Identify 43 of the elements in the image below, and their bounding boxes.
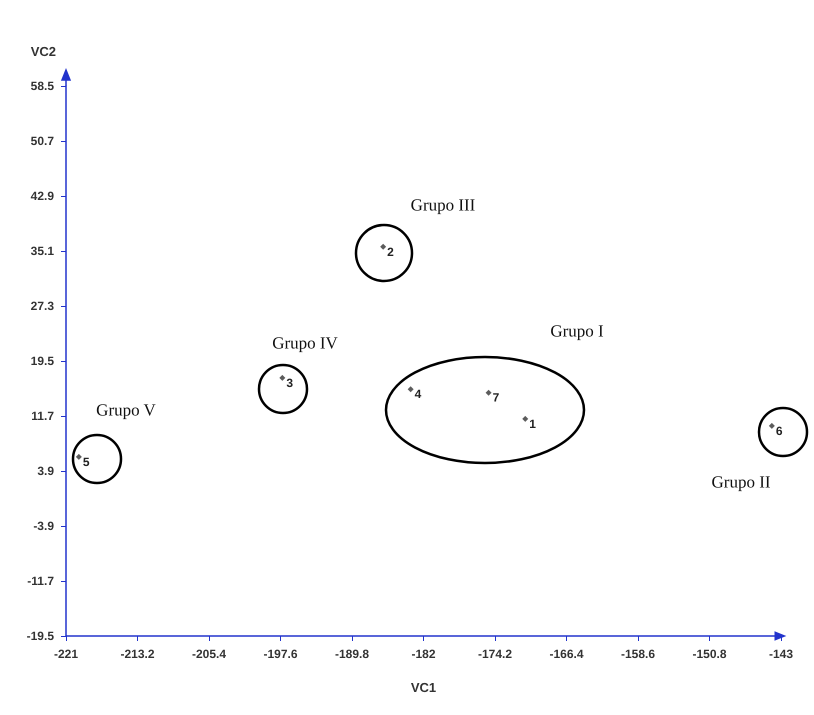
annotation: 7 — [492, 390, 500, 405]
y-tick-label: 42.9 — [30, 189, 54, 203]
y-tick-label: 27.3 — [30, 299, 54, 313]
y-tick-label: 11.7 — [31, 409, 54, 423]
y-tick-label: -11.7 — [27, 574, 54, 588]
x-axis-title: VC1 — [410, 680, 436, 695]
x-tick-label: -213.2 — [120, 647, 155, 661]
y-tick-label: -19.5 — [26, 629, 54, 643]
annotation: 6 — [776, 424, 783, 438]
point — [486, 390, 492, 396]
y-tick-label: 19.5 — [30, 354, 54, 368]
y-tick-label: 58.5 — [30, 79, 54, 93]
x-tick-label: -197.6 — [263, 647, 298, 661]
point — [522, 416, 528, 422]
point — [380, 244, 386, 250]
annotation: 2 — [387, 244, 394, 259]
y-axis-title: VC2 — [30, 44, 56, 59]
x-tick-label: -143 — [768, 647, 794, 661]
x-tick-label: -221 — [54, 647, 78, 661]
y-tick-label: 35.1 — [30, 244, 54, 258]
x-tick-label: -205.4 — [192, 647, 226, 661]
annotation: Grupo IV — [272, 334, 339, 352]
x-tick-label: -158.6 — [620, 647, 656, 661]
x-tick-label: -182 — [411, 647, 436, 661]
point — [408, 386, 414, 392]
point — [279, 374, 286, 381]
x-tick-label: -174.2 — [478, 647, 512, 661]
x-tick-label: -166.4 — [549, 647, 584, 661]
annotation: 4 — [414, 387, 422, 402]
y-tick-label: 3.9 — [37, 464, 54, 478]
point — [768, 422, 775, 429]
annotation: 1 — [529, 416, 536, 431]
annotation: Grupo V — [96, 400, 157, 420]
annotation: Grupo III — [410, 196, 476, 214]
x-tick-label: -150.8 — [692, 647, 727, 661]
y-tick-label: -3.9 — [33, 519, 54, 533]
annotation: 5 — [82, 454, 90, 469]
annotation: 3 — [286, 376, 294, 390]
y-tick-label: 50.7 — [30, 134, 54, 148]
x-tick-label: -189.8 — [334, 647, 370, 661]
annotation: Grupo I — [550, 322, 604, 340]
annotation: Grupo II — [711, 472, 771, 492]
point — [76, 454, 82, 460]
